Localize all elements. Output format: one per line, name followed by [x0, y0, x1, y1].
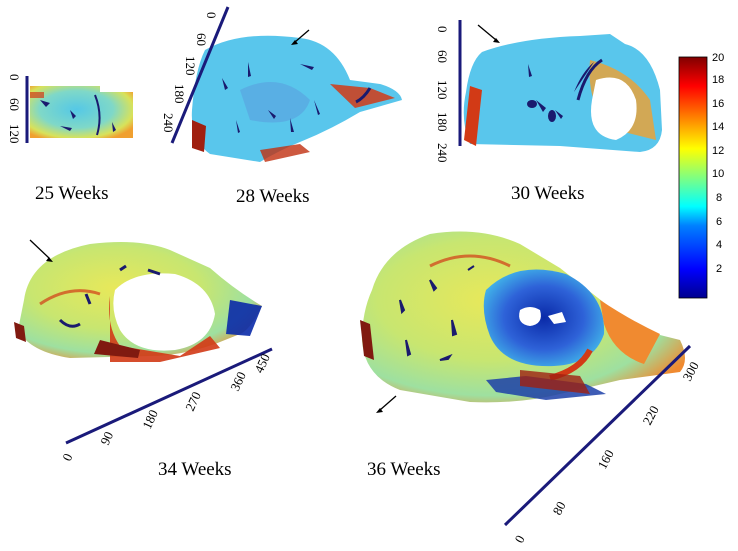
panel-25-weeks: 0 60 120	[7, 74, 133, 144]
scale-ticks-25-weeks: 0 60 120	[7, 74, 22, 144]
scale-tick: 90	[97, 429, 116, 447]
colorbar-tick: 20	[712, 52, 724, 64]
scale-tick: 220	[639, 403, 661, 427]
scale-tick: 450	[251, 351, 273, 375]
panel-34-weeks: 0 90 180 270 360 450	[14, 239, 273, 463]
tissue-map-36-weeks	[360, 231, 685, 403]
colorbar-tick: 18	[712, 74, 724, 86]
tissue-map-28-weeks	[191, 35, 402, 162]
scale-ticks-28-weeks: 0 60 120 180 240	[161, 12, 219, 133]
scale-tick: 180	[435, 112, 450, 132]
scale-tick: 60	[194, 33, 209, 46]
colorbar-ticks: 20 18 16 14 12 10 8 6 4 2	[712, 52, 724, 275]
scale-tick: 120	[435, 80, 450, 100]
scale-ticks-34-weeks: 0 90 180 270 360 450	[59, 351, 273, 463]
tissue-map-30-weeks	[463, 34, 662, 152]
label-36-weeks: 36 Weeks	[367, 459, 441, 480]
scale-tick: 0	[511, 533, 527, 546]
scale-tick: 120	[7, 124, 22, 144]
tissue-map-34-weeks	[14, 242, 262, 362]
scale-bar-36-weeks	[503, 344, 692, 527]
scale-tick: 240	[435, 143, 450, 163]
label-28-weeks: 28 Weeks	[236, 186, 310, 207]
scale-bar-28-weeks	[170, 6, 230, 144]
arrow-34-weeks	[29, 239, 53, 262]
colorbar-gradient	[678, 56, 708, 299]
colorbar-tick: 14	[712, 121, 724, 133]
colorbar-tick: 2	[716, 263, 722, 275]
scale-tick: 80	[549, 499, 568, 518]
scale-tick: 270	[182, 389, 204, 413]
scale-tick: 360	[227, 369, 249, 393]
arrow-30-weeks	[477, 24, 500, 43]
scale-bar-34-weeks	[65, 347, 273, 445]
scale-tick: 0	[435, 26, 450, 33]
panel-30-weeks: 0 60 120 180 240	[435, 20, 662, 163]
scale-tick: 60	[435, 50, 450, 63]
label-30-weeks: 30 Weeks	[511, 183, 585, 204]
colorbar-tick: 8	[716, 192, 722, 204]
scale-tick: 0	[204, 12, 219, 19]
colorbar: 20 18 16 14 12 10 8 6 4 2	[678, 52, 724, 299]
label-25-weeks: 25 Weeks	[35, 183, 109, 204]
label-34-weeks: 34 Weeks	[158, 459, 232, 480]
colorbar-tick: 16	[712, 98, 724, 110]
scale-tick: 180	[172, 84, 187, 104]
arrow-36-weeks	[376, 395, 397, 413]
scale-tick: 0	[7, 74, 22, 81]
colorbar-tick: 10	[712, 168, 724, 180]
arrow-28-weeks	[291, 29, 310, 45]
colorbar-tick: 4	[716, 239, 722, 251]
scale-ticks-30-weeks: 0 60 120 180 240	[435, 26, 450, 163]
scale-tick: 180	[139, 407, 161, 431]
scale-tick: 160	[594, 447, 616, 471]
colorbar-tick: 6	[716, 216, 722, 228]
panel-36-weeks: 0 80 160 220 300	[360, 231, 702, 546]
scale-tick: 120	[183, 56, 198, 76]
tissue-map-25-weeks	[30, 86, 133, 138]
scale-tick: 240	[161, 113, 176, 133]
scale-tick: 0	[59, 451, 75, 463]
colorbar-tick: 12	[712, 145, 724, 157]
scale-tick: 60	[7, 98, 22, 111]
panel-28-weeks: 0 60 120 180 240	[161, 6, 402, 162]
